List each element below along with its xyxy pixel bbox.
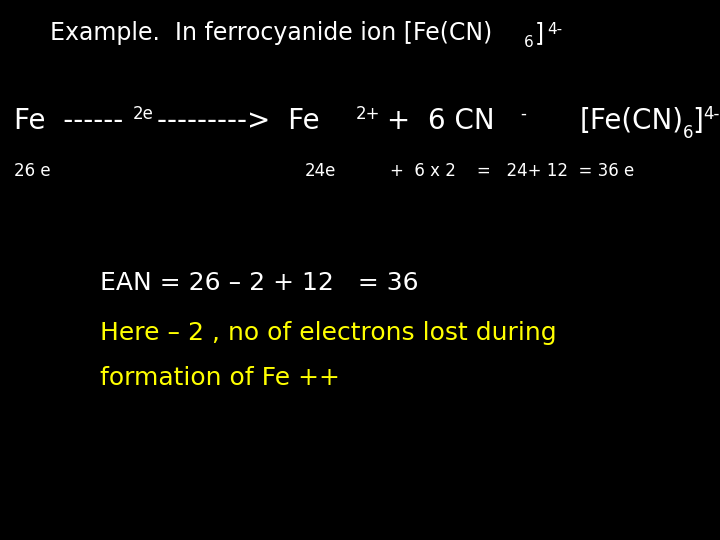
Text: 4-: 4- [547,22,562,37]
Text: Here – 2 , no of electrons lost during: Here – 2 , no of electrons lost during [100,321,557,345]
Text: Example.  In ferrocyanide ion [Fe(CN): Example. In ferrocyanide ion [Fe(CN) [50,21,492,45]
Text: 6: 6 [524,35,534,50]
Text: ]: ] [692,107,703,135]
Text: EAN = 26 – 2 + 12   = 36: EAN = 26 – 2 + 12 = 36 [100,271,418,295]
Text: formation of Fe ++: formation of Fe ++ [100,366,340,390]
Text: --------->  Fe: ---------> Fe [157,107,320,135]
Text: 24e: 24e [305,162,336,180]
Text: ]: ] [535,21,544,45]
Text: 2+: 2+ [356,105,380,123]
Text: -: - [520,105,526,123]
Text: +  6 CN: + 6 CN [378,107,495,135]
Text: 4-: 4- [703,105,719,123]
Text: [Fe(CN): [Fe(CN) [580,107,684,135]
Text: 2e: 2e [133,105,154,123]
Text: 6: 6 [683,124,693,142]
Text: +  6 x 2    =   24+ 12  = 36 e: + 6 x 2 = 24+ 12 = 36 e [390,162,634,180]
Text: Fe  ------: Fe ------ [14,107,123,135]
Text: 26 e: 26 e [14,162,50,180]
